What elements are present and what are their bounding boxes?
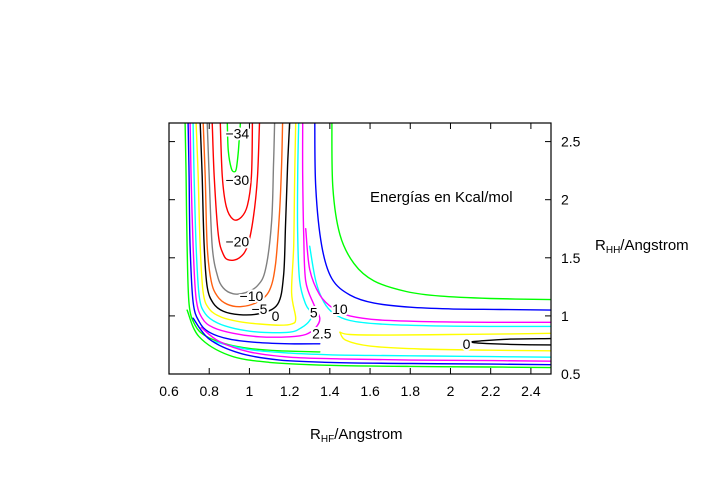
contour-level-label: −20 (225, 234, 249, 250)
y-tick-label: 1 (561, 308, 569, 324)
y-tick-label: 2 (561, 192, 569, 208)
x-axis-ticks: 0.6 0.8 1 1.2 1.4 1.6 1.8 2 2.2 2.4 (159, 123, 541, 399)
x-axis-title: RHF/Angstrom (310, 426, 403, 445)
y-axis-title-unit: /Angstrom (620, 237, 689, 254)
contour-line (192, 317, 551, 366)
contour-level-label: −34 (225, 125, 249, 141)
y-axis-title-sub: HH (605, 245, 621, 256)
x-tick-label: 2 (447, 383, 455, 399)
contour-line (339, 331, 551, 352)
y-tick-label: 1.5 (561, 250, 581, 266)
x-tick-label: 1 (246, 383, 254, 399)
contour-line (192, 123, 313, 334)
contour-line (219, 123, 254, 221)
contour-level-label: 2.5 (312, 325, 332, 341)
x-tick-label: 1.2 (280, 383, 300, 399)
contour-level-label: −5 (251, 301, 267, 317)
contour-line (339, 331, 551, 336)
x-axis-title-main: R (310, 426, 321, 443)
contour-level-label: 0 (463, 336, 471, 352)
x-tick-label: 0.6 (159, 383, 179, 399)
contour-line (314, 123, 551, 311)
y-tick-label: 2.5 (561, 134, 581, 150)
contour-line (202, 123, 284, 308)
x-axis-title-sub: HF (320, 434, 335, 445)
contour-level-label: 0 (272, 308, 280, 324)
plot-frame (168, 122, 552, 375)
contour-line (189, 123, 321, 338)
contour-lines (184, 123, 551, 369)
x-tick-label: 1.6 (360, 383, 380, 399)
contour-line (200, 326, 551, 362)
contour-line (195, 123, 297, 326)
x-tick-label: 2.4 (521, 383, 541, 399)
contour-line (309, 245, 551, 328)
energy-units-annotation: Energías en Kcal/mol (370, 189, 513, 206)
contour-level-label: −30 (225, 172, 249, 188)
contour-line (469, 337, 551, 346)
contour-labels: −34 −30 −20 −10−5 0 5 102.5 0 (223, 123, 472, 353)
y-axis-title-main: R (595, 237, 606, 254)
x-axis-title-unit: /Angstrom (334, 426, 403, 443)
y-axis-ticks: 0.5 1 1.5 2 2.5 (169, 134, 581, 382)
contour-line (186, 309, 551, 369)
contour-line (187, 123, 321, 345)
x-tick-label: 1.8 (401, 383, 421, 399)
contour-line (206, 123, 276, 295)
x-tick-label: 0.8 (199, 383, 219, 399)
contour-line (305, 228, 551, 324)
y-axis-title: RHH/Angstrom (595, 237, 689, 256)
contour-line (331, 123, 551, 301)
contour-line (226, 123, 242, 173)
x-tick-label: 1.4 (320, 383, 340, 399)
contour-line (211, 123, 261, 262)
contour-level-label: 10 (332, 301, 348, 317)
contour-line (212, 340, 551, 358)
x-tick-label: 2.2 (481, 383, 501, 399)
contour-line (199, 123, 291, 316)
contour-level-label: −10 (240, 288, 264, 304)
contour-level-label: 5 (310, 304, 318, 320)
y-tick-label: 0.5 (561, 366, 581, 382)
contour-line (184, 123, 321, 353)
